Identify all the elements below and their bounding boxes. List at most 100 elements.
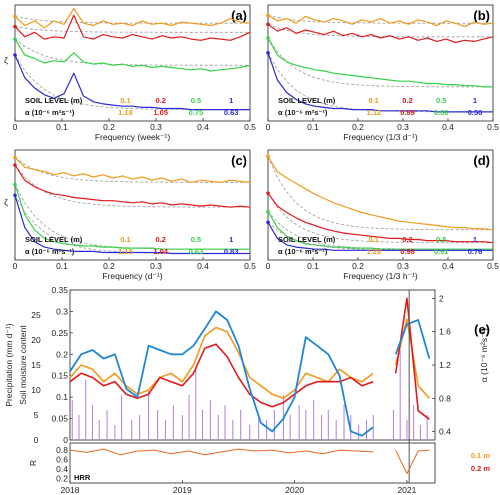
x-tick-label: 0.1	[56, 261, 68, 271]
legend-level-0.1: 0.1	[369, 96, 379, 105]
alpha-axis-label: α (10⁻⁶ m²s⁻¹)	[479, 328, 489, 382]
series-line-0.2	[267, 192, 494, 244]
legend-level-0.2: 0.2	[155, 96, 165, 105]
alpha-tick-label: 1.2	[439, 360, 451, 370]
x-tick-label: 0.2	[352, 261, 364, 271]
panel-letter: (b)	[473, 8, 490, 23]
precip-tick-label: 20	[31, 335, 41, 345]
moisture-tick-label: 0.2	[56, 349, 68, 359]
alpha-tick-label: 0.4	[439, 427, 451, 437]
precip-axis-label: Precipitation (mm d⁻¹)	[4, 323, 14, 407]
legend-alpha-0.2: 1.04	[153, 247, 168, 256]
series-start-point	[266, 191, 270, 195]
year-tick-label: 2018	[61, 485, 80, 495]
hrr-tick-label: 0.2	[56, 473, 68, 483]
fit-line-0.2	[14, 26, 250, 33]
series-line-0.5	[14, 38, 251, 72]
hrr-line	[395, 449, 430, 475]
plot-frame-hrr	[69, 442, 436, 484]
precip-tick-label: 5	[34, 410, 39, 420]
alpha-tick-label: 1.6	[439, 327, 451, 337]
x-tick-label: 0	[13, 261, 18, 271]
hrr-tick-label: 0.4	[56, 464, 68, 474]
x-tick-label: 0.3	[150, 122, 162, 132]
legend-level-1: 1	[473, 96, 477, 105]
x-tick-label: 0.4	[442, 261, 454, 271]
legend-level-0.2: 0.2	[402, 235, 412, 244]
series-line-0.2	[14, 164, 251, 208]
series-start-point	[13, 182, 17, 187]
legend-level-header: SOIL LEVEL (m)	[25, 235, 83, 244]
series-line-1	[14, 54, 250, 111]
legend-alpha-0.2: 0.89	[400, 108, 415, 117]
moisture-tick-label: 0.35	[51, 285, 68, 295]
hrr-line	[69, 448, 374, 456]
series-line-0.2	[14, 14, 251, 41]
series-start-point	[266, 220, 270, 225]
fit-line-0.5	[267, 211, 493, 250]
series-line-0.5	[267, 37, 493, 88]
legend-level-1: 1	[473, 235, 477, 244]
series-start-point	[266, 209, 270, 214]
legend-alpha-0.1: 1.18	[118, 108, 133, 117]
plot-frame	[14, 4, 251, 122]
moisture-tick-label: 0	[63, 435, 68, 445]
legend-alpha-0.5: 0.75	[189, 108, 204, 117]
legend-level-0.5: 0.5	[191, 96, 201, 105]
alpha-0.2m-line	[394, 297, 430, 420]
x-tick-label: 0.4	[197, 261, 209, 271]
x-tick-label: 0.5	[244, 122, 256, 132]
series-line-0.2	[267, 23, 494, 44]
legend-alpha-0.1: 1.15	[118, 247, 133, 256]
soil-moisture-line	[69, 310, 374, 437]
legend-level-header: SOIL LEVEL (m)	[278, 235, 336, 244]
y-axis-label: ζ	[4, 55, 8, 65]
x-tick-label: 0.2	[352, 122, 364, 132]
series-start-point	[13, 37, 17, 41]
precip-tick-label: 25	[31, 310, 41, 320]
panel-letter: (e)	[474, 322, 490, 337]
series-start-point	[13, 53, 17, 57]
x-tick-label: 0	[266, 261, 271, 271]
x-tick-label: 0.3	[150, 261, 162, 271]
year-tick-label: 2019	[173, 485, 192, 495]
legend-level-0.5: 0.5	[436, 96, 446, 105]
hrr-axis-label: R	[28, 460, 38, 466]
plot-frame-main	[69, 289, 436, 441]
legend-level-0.2: 0.2	[402, 96, 412, 105]
series-line-0.1	[267, 14, 494, 28]
alpha-tick-label: 2	[439, 293, 444, 303]
series-start-point	[13, 24, 17, 29]
legend-level-1: 1	[229, 235, 233, 244]
series-line-1	[267, 221, 493, 251]
alpha-tick-label: 0.8	[439, 393, 451, 403]
spectrum-panel-a: 0 0.1 0.2 0.3 0.4 0.5 Frequency (week⁻¹) ζ (a) SO…	[4, 4, 256, 142]
legend-level-0.1: 0.1	[120, 235, 130, 244]
legend-level-0.2: 0.2	[155, 235, 165, 244]
series-line-0.1	[267, 156, 494, 231]
fit-line-0.1	[14, 157, 250, 183]
legend-alpha-0.5: 0.61	[434, 247, 449, 256]
legend-alpha-0.5: 0.60	[434, 108, 449, 117]
fit-line-0.5	[14, 38, 250, 66]
legend-alpha-0.1: 1.28	[366, 247, 381, 256]
series-line-0.5	[267, 211, 493, 250]
series-line-1	[14, 195, 250, 255]
fit-line-0.1	[14, 16, 250, 24]
x-tick-label: 0.4	[442, 122, 454, 132]
legend-alpha-1: 0.76	[468, 247, 483, 256]
x-tick-label: 0.3	[397, 261, 409, 271]
timeseries-panel-e: 0 5 10 15 20 25 Precipitation (mm d⁻¹) 0 0.05 0.1…	[4, 285, 490, 495]
legend-alpha-1: 0.63	[224, 108, 239, 117]
legend-alpha-1: 0.83	[224, 247, 239, 256]
x-tick-label: 0.4	[197, 122, 209, 132]
x-axis-label: Frequency (1/3 d⁻¹)	[343, 132, 418, 142]
moisture-tick-label: 0.05	[51, 414, 68, 424]
legend-alpha-1: 0.50	[468, 108, 483, 117]
legend-alpha-header: α (10⁻⁶ m²s⁻¹)	[25, 108, 75, 117]
legend-alpha-0.1: 1.12	[366, 108, 381, 117]
x-tick-label: 0.1	[307, 122, 319, 132]
x-tick-label: 0.3	[397, 122, 409, 132]
panel-letter: (a)	[231, 8, 247, 23]
x-tick-label: 0	[266, 122, 271, 132]
